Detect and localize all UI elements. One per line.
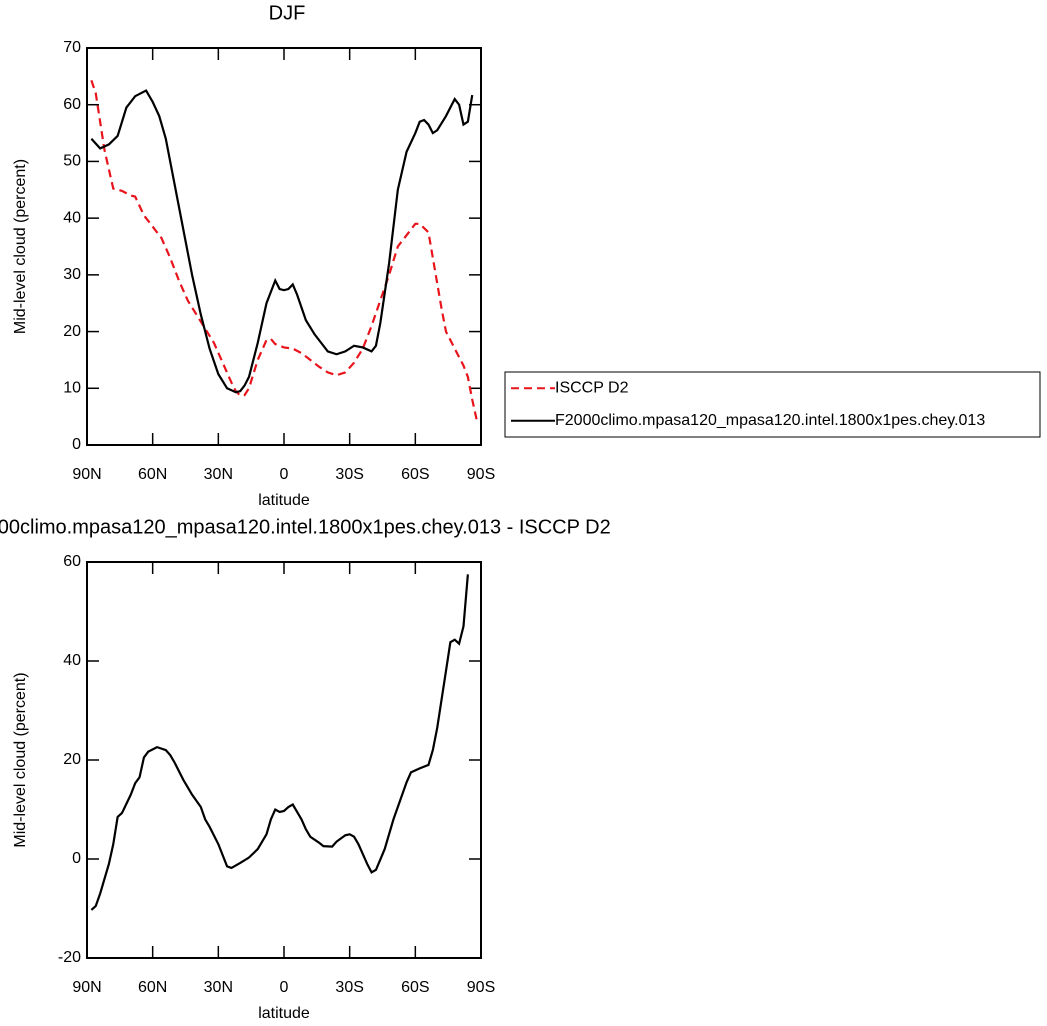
y-tick-label: 50 bbox=[63, 153, 81, 170]
y-tick-label: 70 bbox=[63, 39, 81, 56]
y-tick-label: 0 bbox=[72, 850, 81, 867]
x-axis-label: latitude bbox=[258, 492, 310, 509]
x-tick-label: 90N bbox=[72, 466, 101, 483]
x-tick-label: 30N bbox=[204, 979, 233, 996]
legend-label: ISCCP D2 bbox=[555, 379, 629, 396]
x-tick-label: 60S bbox=[401, 979, 429, 996]
x-tick-label: 30S bbox=[335, 979, 363, 996]
chart-title: F2000climo.mpasa120_mpasa120.intel.1800x… bbox=[0, 516, 611, 538]
y-tick-label: 10 bbox=[63, 380, 81, 397]
x-tick-label: 60N bbox=[138, 466, 167, 483]
x-tick-label: 90S bbox=[467, 466, 495, 483]
plot-frame bbox=[86, 561, 482, 959]
x-tick-label: 0 bbox=[280, 979, 289, 996]
y-tick-label: 20 bbox=[63, 323, 81, 340]
chart-title: DJF bbox=[269, 2, 306, 24]
y-axis-label: Mid-level cloud (percent) bbox=[12, 159, 29, 334]
y-tick-label: 60 bbox=[63, 96, 81, 113]
y-tick-label: 30 bbox=[63, 266, 81, 283]
x-tick-label: 0 bbox=[280, 466, 289, 483]
plot-frame bbox=[86, 47, 482, 446]
series-line bbox=[90, 574, 469, 911]
x-axis-label: latitude bbox=[258, 1005, 310, 1022]
series-line bbox=[90, 89, 474, 394]
x-tick-label: 30S bbox=[335, 466, 363, 483]
x-tick-label: 90N bbox=[72, 979, 101, 996]
series-line bbox=[90, 79, 478, 420]
y-tick-label: 0 bbox=[72, 436, 81, 453]
y-tick-label: 40 bbox=[63, 209, 81, 226]
legend-box bbox=[504, 371, 1041, 438]
y-tick-label: 60 bbox=[63, 553, 81, 570]
y-axis-label: Mid-level cloud (percent) bbox=[12, 672, 29, 847]
x-tick-label: 90S bbox=[467, 979, 495, 996]
y-tick-label: 40 bbox=[63, 652, 81, 669]
x-tick-label: 30N bbox=[204, 466, 233, 483]
x-tick-label: 60S bbox=[401, 466, 429, 483]
y-tick-label: -20 bbox=[58, 949, 81, 966]
legend-label: F2000climo.mpasa120_mpasa120.intel.1800x… bbox=[555, 412, 985, 429]
y-tick-label: 20 bbox=[63, 751, 81, 768]
x-tick-label: 60N bbox=[138, 979, 167, 996]
